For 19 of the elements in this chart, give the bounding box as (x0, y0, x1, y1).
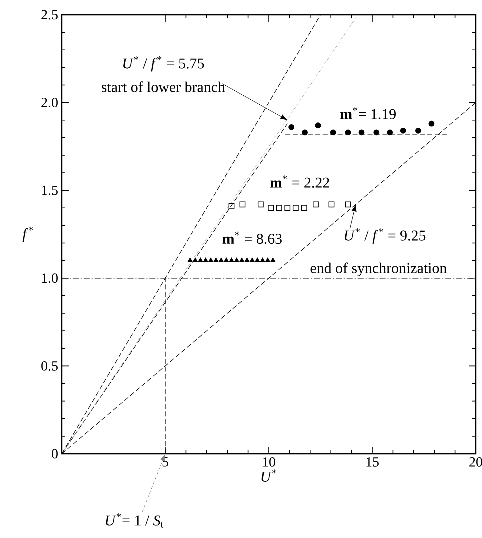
annotation: start of lower branch (102, 82, 226, 92)
y-tick-label: 1.5 (42, 186, 58, 196)
y-axis-title: f$^{*}$ (22, 226, 34, 242)
annotation: end of synchronization (310, 262, 447, 276)
x-tick-label: 10 (263, 458, 276, 467)
annotation: m$^{*}$ = 8.63 (222, 232, 282, 244)
y-tick-label: 2.5 (42, 10, 58, 20)
annotation: U$^{*}$ / f$^{*}$ = 5.75 (124, 56, 204, 72)
y-tick-label: 2.0 (42, 98, 58, 108)
y-tick-label: 0 (52, 449, 58, 459)
annotation: U$^{*}$ / f$^{*}$ = 9.25 (344, 228, 426, 244)
annotation: U$^{*}$= 1 / S$_{t}$ (106, 514, 164, 528)
y-tick-label: 0.5 (42, 361, 58, 371)
x-tick-label: 20 (470, 458, 482, 467)
x-axis-title: U$^{*}$ (262, 470, 277, 482)
annotation: m$^{*}$= 1.19 (340, 107, 396, 120)
annotation: m$^{*}$ = 2.22 (270, 176, 330, 188)
x-tick-label: 15 (366, 458, 379, 467)
y-tick-label: 1.0 (42, 274, 58, 284)
